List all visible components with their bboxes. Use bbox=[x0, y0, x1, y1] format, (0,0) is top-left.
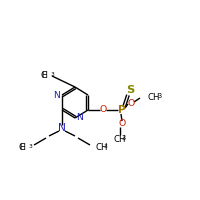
Text: CH: CH bbox=[148, 92, 160, 102]
Text: S: S bbox=[126, 85, 134, 95]
Text: O: O bbox=[99, 106, 107, 114]
Text: H: H bbox=[41, 71, 47, 79]
Text: N: N bbox=[58, 123, 66, 133]
Text: C: C bbox=[19, 144, 25, 152]
Text: O: O bbox=[118, 119, 126, 129]
Text: C: C bbox=[41, 72, 47, 80]
Text: N: N bbox=[77, 114, 83, 122]
Text: CH: CH bbox=[113, 136, 126, 144]
Text: P: P bbox=[118, 105, 126, 115]
Text: H: H bbox=[19, 144, 25, 152]
Text: 3: 3 bbox=[157, 92, 161, 98]
Text: 3: 3 bbox=[122, 136, 126, 142]
Text: 3: 3 bbox=[104, 144, 108, 150]
Text: N: N bbox=[54, 90, 60, 99]
Text: O: O bbox=[127, 98, 135, 108]
Text: 3: 3 bbox=[50, 72, 54, 77]
Text: 3: 3 bbox=[29, 144, 32, 150]
Text: CH: CH bbox=[96, 144, 108, 152]
